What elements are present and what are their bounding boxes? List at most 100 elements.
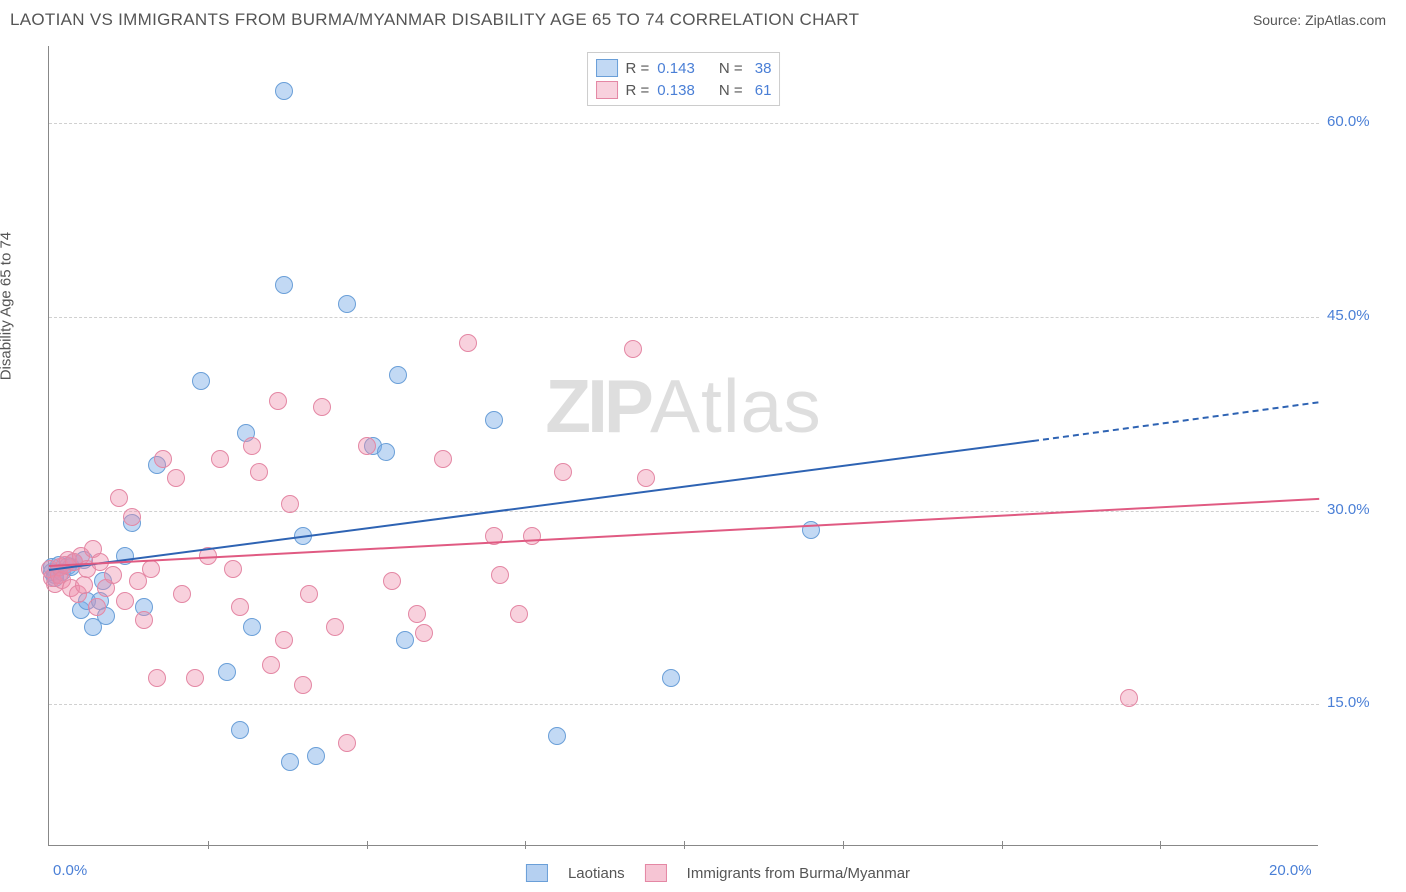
legend-series: Laotians Immigrants from Burma/Myanmar: [526, 864, 910, 882]
watermark-zip: ZIP: [545, 364, 650, 448]
legend-n-value: 38: [751, 60, 772, 77]
x-tick-mark: [367, 841, 368, 849]
scatter-point: [510, 605, 528, 623]
scatter-point: [88, 598, 106, 616]
legend-r-label: R =: [626, 60, 650, 77]
trendline: [49, 498, 1319, 567]
scatter-point: [262, 656, 280, 674]
scatter-point: [110, 489, 128, 507]
legend-swatch: [596, 81, 618, 99]
legend-r-label: R =: [626, 82, 650, 99]
scatter-point: [1120, 689, 1138, 707]
scatter-point: [358, 437, 376, 455]
scatter-point: [326, 618, 344, 636]
scatter-point: [218, 663, 236, 681]
gridline: [49, 123, 1319, 124]
scatter-point: [75, 576, 93, 594]
watermark: ZIPAtlas: [545, 363, 821, 449]
scatter-point: [548, 727, 566, 745]
y-tick-label: 15.0%: [1327, 694, 1370, 711]
scatter-point: [300, 585, 318, 603]
y-axis-title: Disability Age 65 to 74: [0, 232, 15, 380]
scatter-point: [186, 669, 204, 687]
gridline: [49, 317, 1319, 318]
legend-swatch: [596, 59, 618, 77]
scatter-point: [377, 443, 395, 461]
legend-series-label: Immigrants from Burma/Myanmar: [687, 865, 910, 882]
scatter-point: [123, 508, 141, 526]
scatter-point: [389, 366, 407, 384]
legend-series-label: Laotians: [568, 865, 625, 882]
scatter-point: [250, 463, 268, 481]
legend-swatch: [645, 864, 667, 882]
scatter-point: [485, 411, 503, 429]
scatter-point: [281, 753, 299, 771]
scatter-point: [135, 611, 153, 629]
legend-swatch: [526, 864, 548, 882]
scatter-point: [269, 392, 287, 410]
scatter-point: [154, 450, 172, 468]
chart-title: LAOTIAN VS IMMIGRANTS FROM BURMA/MYANMAR…: [10, 10, 859, 30]
x-tick-mark: [1002, 841, 1003, 849]
scatter-point: [294, 676, 312, 694]
scatter-point: [231, 598, 249, 616]
scatter-point: [211, 450, 229, 468]
scatter-point: [434, 450, 452, 468]
legend-correlation-row: R = 0.143 N = 38: [596, 57, 772, 79]
y-tick-label: 60.0%: [1327, 113, 1370, 130]
legend-correlation-row: R = 0.138 N = 61: [596, 79, 772, 101]
x-tick-mark: [208, 841, 209, 849]
watermark-atlas: Atlas: [650, 364, 822, 448]
scatter-point: [104, 566, 122, 584]
x-tick-label: 20.0%: [1269, 862, 1312, 879]
scatter-point: [275, 276, 293, 294]
scatter-point: [637, 469, 655, 487]
scatter-point: [459, 334, 477, 352]
scatter-point: [167, 469, 185, 487]
scatter-point: [231, 721, 249, 739]
scatter-point: [243, 618, 261, 636]
scatter-point: [338, 295, 356, 313]
scatter-point: [275, 631, 293, 649]
scatter-point: [554, 463, 572, 481]
x-tick-mark: [525, 841, 526, 849]
scatter-point: [383, 572, 401, 590]
scatter-point: [116, 592, 134, 610]
gridline: [49, 511, 1319, 512]
trendline: [1033, 401, 1319, 442]
scatter-point: [142, 560, 160, 578]
scatter-point: [491, 566, 509, 584]
x-tick-mark: [843, 841, 844, 849]
scatter-point: [396, 631, 414, 649]
legend-r-value: 0.143: [657, 60, 695, 77]
scatter-point: [281, 495, 299, 513]
legend-n-label: N =: [719, 82, 743, 99]
x-tick-mark: [1160, 841, 1161, 849]
y-tick-label: 30.0%: [1327, 501, 1370, 518]
scatter-point: [408, 605, 426, 623]
legend-n-label: N =: [719, 60, 743, 77]
legend-n-value: 61: [751, 82, 772, 99]
chart-source: Source: ZipAtlas.com: [1253, 12, 1386, 28]
trendline: [49, 440, 1033, 571]
scatter-point: [662, 669, 680, 687]
scatter-point: [173, 585, 191, 603]
scatter-point: [523, 527, 541, 545]
scatter-point: [243, 437, 261, 455]
y-tick-label: 45.0%: [1327, 307, 1370, 324]
chart-header: LAOTIAN VS IMMIGRANTS FROM BURMA/MYANMAR…: [0, 0, 1406, 36]
legend-correlation-box: R = 0.143 N = 38 R = 0.138 N = 61: [587, 52, 781, 106]
scatter-point: [192, 372, 210, 390]
scatter-point: [415, 624, 433, 642]
scatter-point: [313, 398, 331, 416]
plot-area: ZIPAtlas R =0.143N = 38R =0.138N = 61 15…: [48, 46, 1318, 846]
scatter-point: [224, 560, 242, 578]
scatter-point: [624, 340, 642, 358]
scatter-point: [275, 82, 293, 100]
legend-r-value: 0.138: [657, 82, 695, 99]
scatter-point: [307, 747, 325, 765]
x-tick-label: 0.0%: [53, 862, 87, 879]
x-tick-mark: [684, 841, 685, 849]
scatter-point: [338, 734, 356, 752]
scatter-point: [148, 669, 166, 687]
